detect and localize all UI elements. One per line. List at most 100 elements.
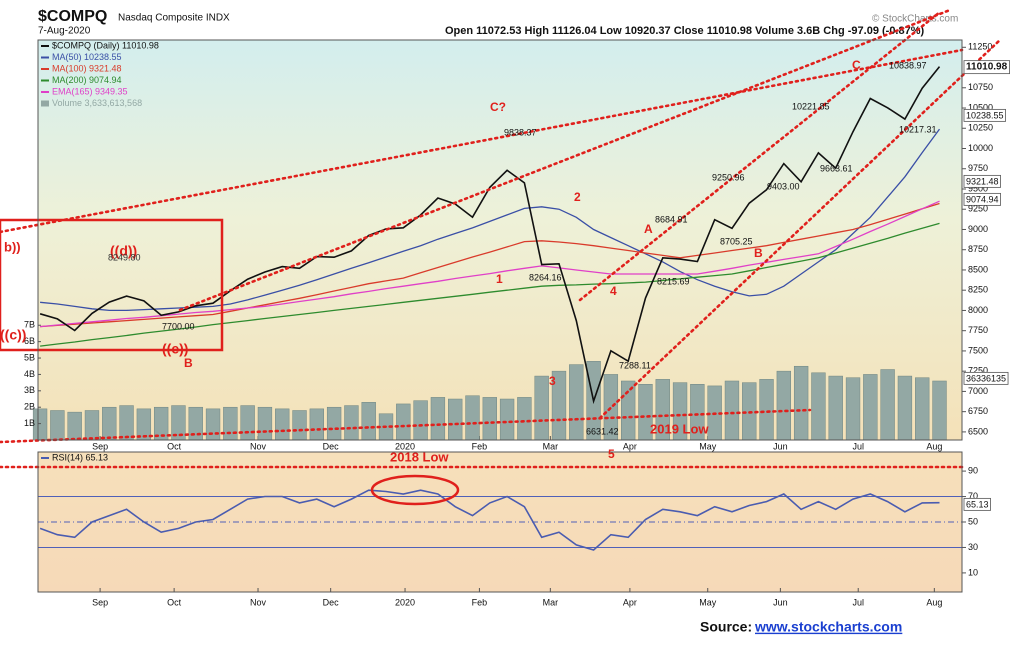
- x-tick-label: Dec: [323, 597, 340, 607]
- volume-bar: [67, 411, 82, 441]
- copyright: © StockCharts.com: [872, 14, 958, 25]
- volume-bar: [793, 365, 809, 441]
- annotation: 4: [610, 284, 617, 298]
- source-link[interactable]: www.stockcharts.com: [754, 619, 902, 635]
- annotation: 2018 Low: [390, 449, 449, 464]
- volume-bar: [309, 408, 324, 441]
- annotation-box: [963, 174, 1001, 188]
- volume-bar: [396, 403, 411, 441]
- legend-label: MA(100) 9321.48: [52, 63, 122, 73]
- y-tick-label: 7000: [968, 386, 988, 396]
- x-tick-label: 2020: [395, 441, 415, 451]
- volume-bar: [759, 379, 774, 441]
- annotation: 9321.48: [966, 176, 999, 186]
- x-tick-label: May: [699, 597, 717, 607]
- series-line: [40, 200, 940, 328]
- annotation: 6631.42: [586, 426, 619, 436]
- trendline: [0, 408, 812, 444]
- volume-bar: [361, 402, 376, 441]
- volume-bar: [430, 397, 446, 441]
- y-tick-label: 70: [968, 491, 978, 501]
- annotation: A: [644, 222, 653, 236]
- annotation: ((d)): [110, 243, 137, 259]
- volume-bar: [50, 410, 65, 441]
- annotation: 9250.96: [712, 172, 745, 182]
- x-tick-label: Aug: [926, 441, 942, 451]
- annotation: b)): [4, 239, 21, 254]
- annotation: 1: [496, 272, 503, 286]
- y-tick-label: 10500: [968, 102, 993, 112]
- y-tick-label: 8750: [968, 244, 988, 254]
- y-tick-label: 30: [968, 542, 978, 552]
- legend-swatch: [41, 100, 49, 107]
- volume-bar: [223, 406, 238, 441]
- trendlines: [0, 8, 1002, 506]
- legend-label: RSI(14) 65.13: [52, 452, 108, 462]
- annotation-box: [963, 497, 991, 511]
- volume-bar: [292, 410, 307, 441]
- y2-tick-label: 4B: [24, 369, 35, 379]
- volume-bar: [275, 408, 290, 441]
- x-tick-label: Sep: [92, 441, 108, 451]
- y-tick-label: 8000: [968, 305, 988, 315]
- y-tick-label: 6750: [968, 406, 988, 416]
- volume-bar: [240, 405, 255, 441]
- x-tick-label: Mar: [543, 441, 559, 451]
- annotation: C?: [490, 100, 506, 114]
- y-tick-label: 50: [968, 516, 978, 526]
- y2-tick-label: 3B: [24, 385, 35, 395]
- y-tick-label: 8250: [968, 285, 988, 295]
- volume-bar: [897, 375, 913, 441]
- highlight-ellipse: [370, 474, 460, 506]
- volume-bar: [845, 377, 861, 441]
- volume-bar: [828, 375, 843, 441]
- y-tick-label: 9250: [968, 204, 988, 214]
- date: 7-Aug-2020: [38, 26, 91, 37]
- volume-bar: [724, 380, 740, 441]
- x-tick-label: 2020: [395, 597, 415, 607]
- y-tick-label: 7250: [968, 366, 988, 376]
- trendline: [178, 8, 952, 312]
- legend-label: $COMPQ (Daily) 11010.98: [52, 40, 159, 50]
- x-tick-label: Nov: [250, 597, 267, 607]
- series-line: [39, 66, 941, 405]
- chart-title: $COMPQ: [38, 8, 107, 25]
- annotation: 9074.94: [966, 194, 999, 204]
- x-tick-label: Mar: [543, 597, 559, 607]
- chart-subtitle: Nasdaq Composite INDX: [118, 13, 230, 24]
- annotation: 7700.00: [162, 321, 195, 331]
- legend-label: MA(200) 9074.94: [52, 75, 122, 85]
- annotation: 10838.97: [889, 60, 927, 70]
- annotation: 65.13: [966, 499, 989, 509]
- x-tick-label: Nov: [250, 441, 267, 451]
- y2-tick-label: 2B: [24, 402, 35, 412]
- x-tick-label: Jun: [773, 597, 788, 607]
- trendline: [598, 38, 1002, 420]
- volume-bar: [499, 398, 515, 441]
- annotation-box: [963, 108, 1006, 122]
- y-tick-label: 90: [968, 465, 978, 475]
- x-tick-label: Jul: [852, 441, 864, 451]
- volume-bar: [534, 375, 549, 441]
- y-tick-label: 10750: [968, 82, 993, 92]
- volume-bar: [776, 370, 792, 441]
- y2-tick-label: 6B: [24, 336, 35, 346]
- annotation: 10238.55: [966, 110, 1004, 120]
- y-tick-label: 10000: [968, 143, 993, 153]
- volume-bar: [119, 405, 134, 441]
- annotation: 2: [574, 190, 581, 204]
- x-tick-label: Oct: [167, 441, 182, 451]
- annotation: C: [852, 58, 861, 72]
- trendline: [578, 10, 942, 302]
- volume-bar: [880, 369, 895, 441]
- annotation: B: [184, 356, 193, 370]
- annotation-box: [963, 192, 1001, 206]
- x-tick-label: Aug: [926, 597, 942, 607]
- volume-bar: [102, 406, 117, 441]
- x-tick-label: May: [699, 441, 717, 451]
- volume-bar: [863, 374, 878, 441]
- annotation: 8705.25: [720, 236, 753, 246]
- volume-bar: [517, 397, 532, 441]
- annotation: 9403.00: [767, 181, 800, 191]
